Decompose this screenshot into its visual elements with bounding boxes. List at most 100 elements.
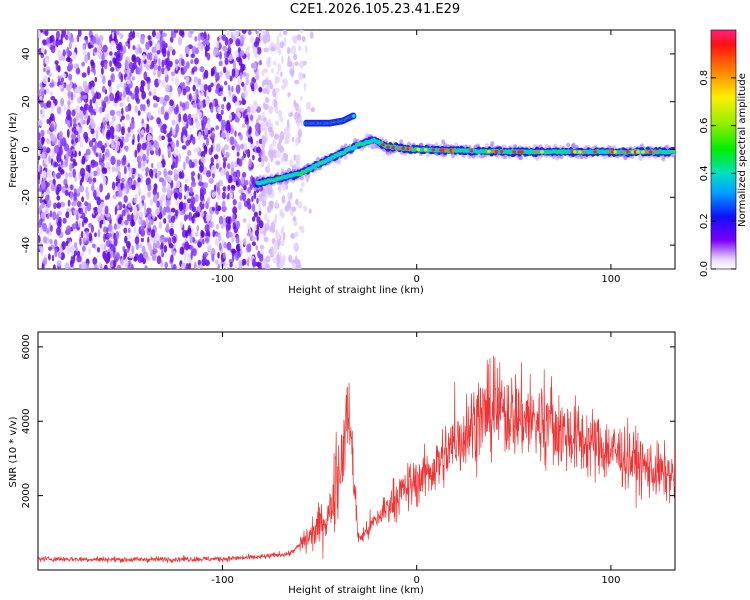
noise-cell — [70, 184, 73, 190]
noise-cell — [152, 188, 157, 196]
noise-cell — [287, 92, 291, 98]
noise-cell — [247, 30, 252, 36]
noise-cell — [164, 94, 170, 102]
noise-cell — [123, 227, 128, 234]
noise-cell — [232, 206, 238, 215]
noise-cell — [91, 137, 97, 143]
signal-peak-cell — [593, 150, 597, 154]
noise-cell — [278, 260, 284, 269]
noise-cell — [67, 199, 71, 207]
noise-cell — [245, 72, 250, 79]
noise-cell — [211, 206, 216, 212]
noise-cell — [246, 258, 250, 267]
noise-cell — [282, 231, 286, 241]
noise-cell — [267, 189, 272, 196]
noise-cell — [76, 125, 80, 131]
noise-cell — [223, 96, 227, 102]
noise-cell — [130, 30, 133, 38]
noise-cell — [237, 201, 242, 211]
noise-cell — [197, 205, 201, 212]
noise-cell — [122, 122, 126, 128]
noise-cell — [140, 136, 147, 142]
noise-cell — [236, 56, 241, 63]
noise-cell — [114, 92, 118, 102]
noise-cell — [149, 218, 154, 225]
noise-cell — [262, 35, 268, 44]
noise-cell — [104, 113, 110, 122]
noise-cell — [198, 131, 202, 141]
snr-panel: -100 0 100 2000 4000 6000 Height of straight … — [8, 331, 676, 596]
y-tick-label: 40 — [21, 48, 32, 61]
noise-cell — [251, 241, 256, 246]
noise-cell — [157, 65, 161, 71]
noise-cell — [103, 264, 108, 269]
noise-cell — [104, 205, 109, 215]
noise-cell — [121, 115, 125, 120]
noise-cell — [172, 141, 175, 150]
noise-cell — [188, 211, 192, 221]
noise-cell — [83, 216, 88, 224]
noise-cell — [159, 30, 163, 35]
signal-halo-cell — [451, 153, 455, 159]
noise-cell — [130, 129, 134, 134]
noise-cell — [163, 218, 167, 224]
noise-cell — [73, 209, 78, 216]
noise-cell — [110, 73, 115, 83]
noise-cell — [251, 258, 256, 268]
noise-cell — [237, 112, 242, 118]
noise-cell — [182, 113, 188, 123]
noise-cell — [123, 258, 129, 268]
noise-cell — [256, 30, 260, 38]
noise-cell — [190, 113, 197, 119]
noise-cell — [199, 165, 204, 173]
noise-cell — [280, 228, 284, 235]
noise-cell — [215, 201, 218, 212]
noise-cell — [116, 83, 120, 90]
noise-cell — [192, 213, 198, 218]
noise-cell — [188, 262, 192, 269]
noise-cell — [43, 257, 48, 266]
noise-cell — [121, 126, 125, 136]
noise-cell — [147, 82, 151, 92]
noise-cell — [154, 233, 161, 243]
noise-cell — [49, 82, 55, 88]
noise-cell — [145, 155, 149, 161]
noise-cell — [65, 183, 68, 189]
noise-cell — [204, 127, 209, 136]
noise-cell — [183, 252, 187, 262]
signal-halo-cell — [364, 133, 369, 139]
noise-cell — [58, 139, 61, 148]
noise-cell — [72, 122, 77, 128]
noise-cell — [56, 213, 59, 221]
noise-cell — [133, 197, 138, 203]
noise-cell — [217, 263, 220, 269]
noise-cell — [283, 36, 287, 47]
noise-cell — [70, 91, 74, 101]
noise-cell — [187, 227, 192, 234]
noise-cell — [50, 183, 55, 192]
noise-cell — [106, 129, 111, 138]
noise-cell — [38, 150, 41, 158]
noise-cell — [49, 179, 52, 184]
noise-cell — [222, 218, 226, 228]
noise-cell — [126, 248, 130, 253]
noise-cell — [134, 149, 138, 158]
noise-cell — [119, 91, 123, 98]
noise-cell — [135, 169, 138, 176]
noise-cell — [85, 39, 89, 45]
chart-title: C2E1.2026.105.23.41.E29 — [289, 2, 461, 17]
signal-peak-cell — [535, 150, 539, 154]
noise-cell — [293, 154, 296, 161]
noise-cell — [265, 30, 270, 38]
noise-cell — [113, 237, 118, 247]
noise-cell — [273, 60, 277, 66]
noise-cell — [225, 151, 230, 158]
noise-cell — [170, 71, 176, 77]
noise-cell — [176, 139, 179, 148]
noise-cell — [94, 47, 98, 53]
noise-cell — [167, 175, 172, 183]
noise-cell — [130, 93, 136, 100]
noise-cell — [131, 139, 135, 146]
noise-cell — [283, 128, 287, 136]
noise-cell — [178, 59, 182, 68]
